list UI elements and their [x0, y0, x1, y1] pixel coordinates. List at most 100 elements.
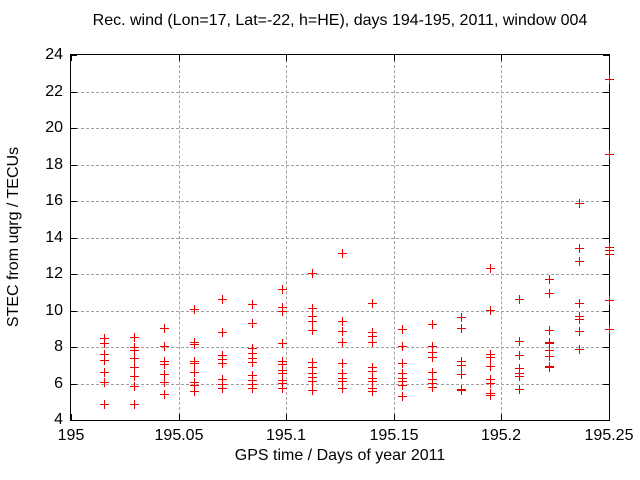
- data-point-marker: [428, 353, 437, 362]
- y-tick-right: [603, 420, 609, 421]
- data-point-marker: [338, 377, 347, 386]
- y-tick-label: 6: [54, 375, 63, 392]
- data-point-marker: [428, 320, 437, 329]
- gridline-vertical: [501, 55, 502, 420]
- gridline-vertical: [286, 55, 287, 420]
- gridline-horizontal: [71, 201, 609, 202]
- y-tick-label: 22: [45, 83, 63, 100]
- data-point-marker: [278, 307, 287, 316]
- y-tick-label: 12: [45, 265, 63, 282]
- data-point-marker: [368, 377, 377, 386]
- data-point-marker: [338, 249, 347, 258]
- data-point-marker: [486, 379, 495, 388]
- data-point-marker: [308, 363, 317, 372]
- data-point-marker: [338, 384, 347, 393]
- y-tick-left: [71, 420, 77, 421]
- data-point-marker: [457, 324, 466, 333]
- data-point-marker: [486, 353, 495, 362]
- y-tick-right: [603, 55, 609, 56]
- x-tick-label: 195.05: [154, 427, 204, 444]
- data-point-marker: [605, 75, 614, 84]
- data-point-marker: [398, 325, 407, 334]
- data-point-marker: [545, 352, 554, 361]
- data-point-marker: [278, 339, 287, 348]
- data-point-marker: [130, 400, 139, 409]
- x-tick-top: [179, 55, 180, 61]
- x-tick-bottom: [179, 414, 180, 420]
- y-tick-label: 14: [45, 229, 63, 246]
- data-point-marker: [278, 384, 287, 393]
- data-point-marker: [308, 358, 317, 367]
- data-point-marker: [486, 306, 495, 315]
- data-point-marker: [308, 312, 317, 321]
- data-point-marker: [515, 385, 524, 394]
- data-point-marker: [575, 199, 584, 208]
- x-tick-label: 195.25: [584, 427, 634, 444]
- data-point-marker: [545, 275, 554, 284]
- data-point-marker: [428, 342, 437, 351]
- data-point-marker: [190, 387, 199, 396]
- data-point-marker: [218, 384, 227, 393]
- y-tick-left: [71, 92, 77, 93]
- data-point-marker: [278, 369, 287, 378]
- data-point-marker: [515, 372, 524, 381]
- data-point-marker: [308, 304, 317, 313]
- data-point-marker: [218, 295, 227, 304]
- data-point-marker: [190, 305, 199, 314]
- y-tick-label: 10: [45, 302, 63, 319]
- data-point-marker: [428, 383, 437, 392]
- data-point-marker: [545, 289, 554, 298]
- y-tick-left: [71, 128, 77, 129]
- gridline-horizontal: [71, 347, 609, 348]
- gridline-horizontal: [71, 92, 609, 93]
- data-point-marker: [428, 368, 437, 377]
- y-tick-right: [603, 165, 609, 166]
- data-point-marker: [130, 363, 139, 372]
- data-point-marker: [398, 381, 407, 390]
- x-tick-bottom: [609, 414, 610, 420]
- data-point-marker: [218, 328, 227, 337]
- data-point-marker: [605, 296, 614, 305]
- y-tick-label: 24: [45, 46, 63, 63]
- data-point-marker: [575, 327, 584, 336]
- data-point-marker: [338, 317, 347, 326]
- y-tick-left: [71, 347, 77, 348]
- data-point-marker: [575, 345, 584, 354]
- x-tick-label: 195.15: [369, 427, 419, 444]
- data-point-marker: [130, 354, 139, 363]
- y-tick-right: [603, 274, 609, 275]
- data-point-marker: [545, 363, 554, 372]
- data-point-marker: [398, 359, 407, 368]
- gridline-vertical: [179, 55, 180, 420]
- x-tick-top: [394, 55, 395, 61]
- y-tick-label: 4: [54, 411, 63, 428]
- data-point-marker: [190, 340, 199, 349]
- x-tick-label: 195.2: [480, 427, 522, 444]
- y-tick-label: 18: [45, 156, 63, 173]
- y-tick-label: 8: [54, 338, 63, 355]
- data-point-marker: [368, 299, 377, 308]
- data-point-marker: [515, 364, 524, 373]
- data-point-marker: [308, 317, 317, 326]
- y-tick-right: [603, 128, 609, 129]
- data-point-marker: [160, 360, 169, 369]
- data-point-marker: [190, 381, 199, 390]
- gridline-horizontal: [71, 165, 609, 166]
- gridline-horizontal: [71, 238, 609, 239]
- y-tick-left: [71, 311, 77, 312]
- data-point-marker: [248, 349, 257, 358]
- data-point-marker: [398, 369, 407, 378]
- data-point-marker: [457, 386, 466, 395]
- x-tick-bottom: [286, 414, 287, 420]
- data-point-marker: [308, 269, 317, 278]
- data-point-marker: [457, 361, 466, 370]
- x-tick-bottom: [501, 414, 502, 420]
- y-tick-label: 16: [45, 192, 63, 209]
- data-point-marker: [160, 378, 169, 387]
- data-point-marker: [100, 400, 109, 409]
- data-point-marker: [130, 372, 139, 381]
- data-point-marker: [457, 370, 466, 379]
- chart-title: Rec. wind (Lon=17, Lat=-22, h=HE), days …: [92, 12, 588, 29]
- gridline-vertical: [394, 55, 395, 420]
- data-point-marker: [278, 360, 287, 369]
